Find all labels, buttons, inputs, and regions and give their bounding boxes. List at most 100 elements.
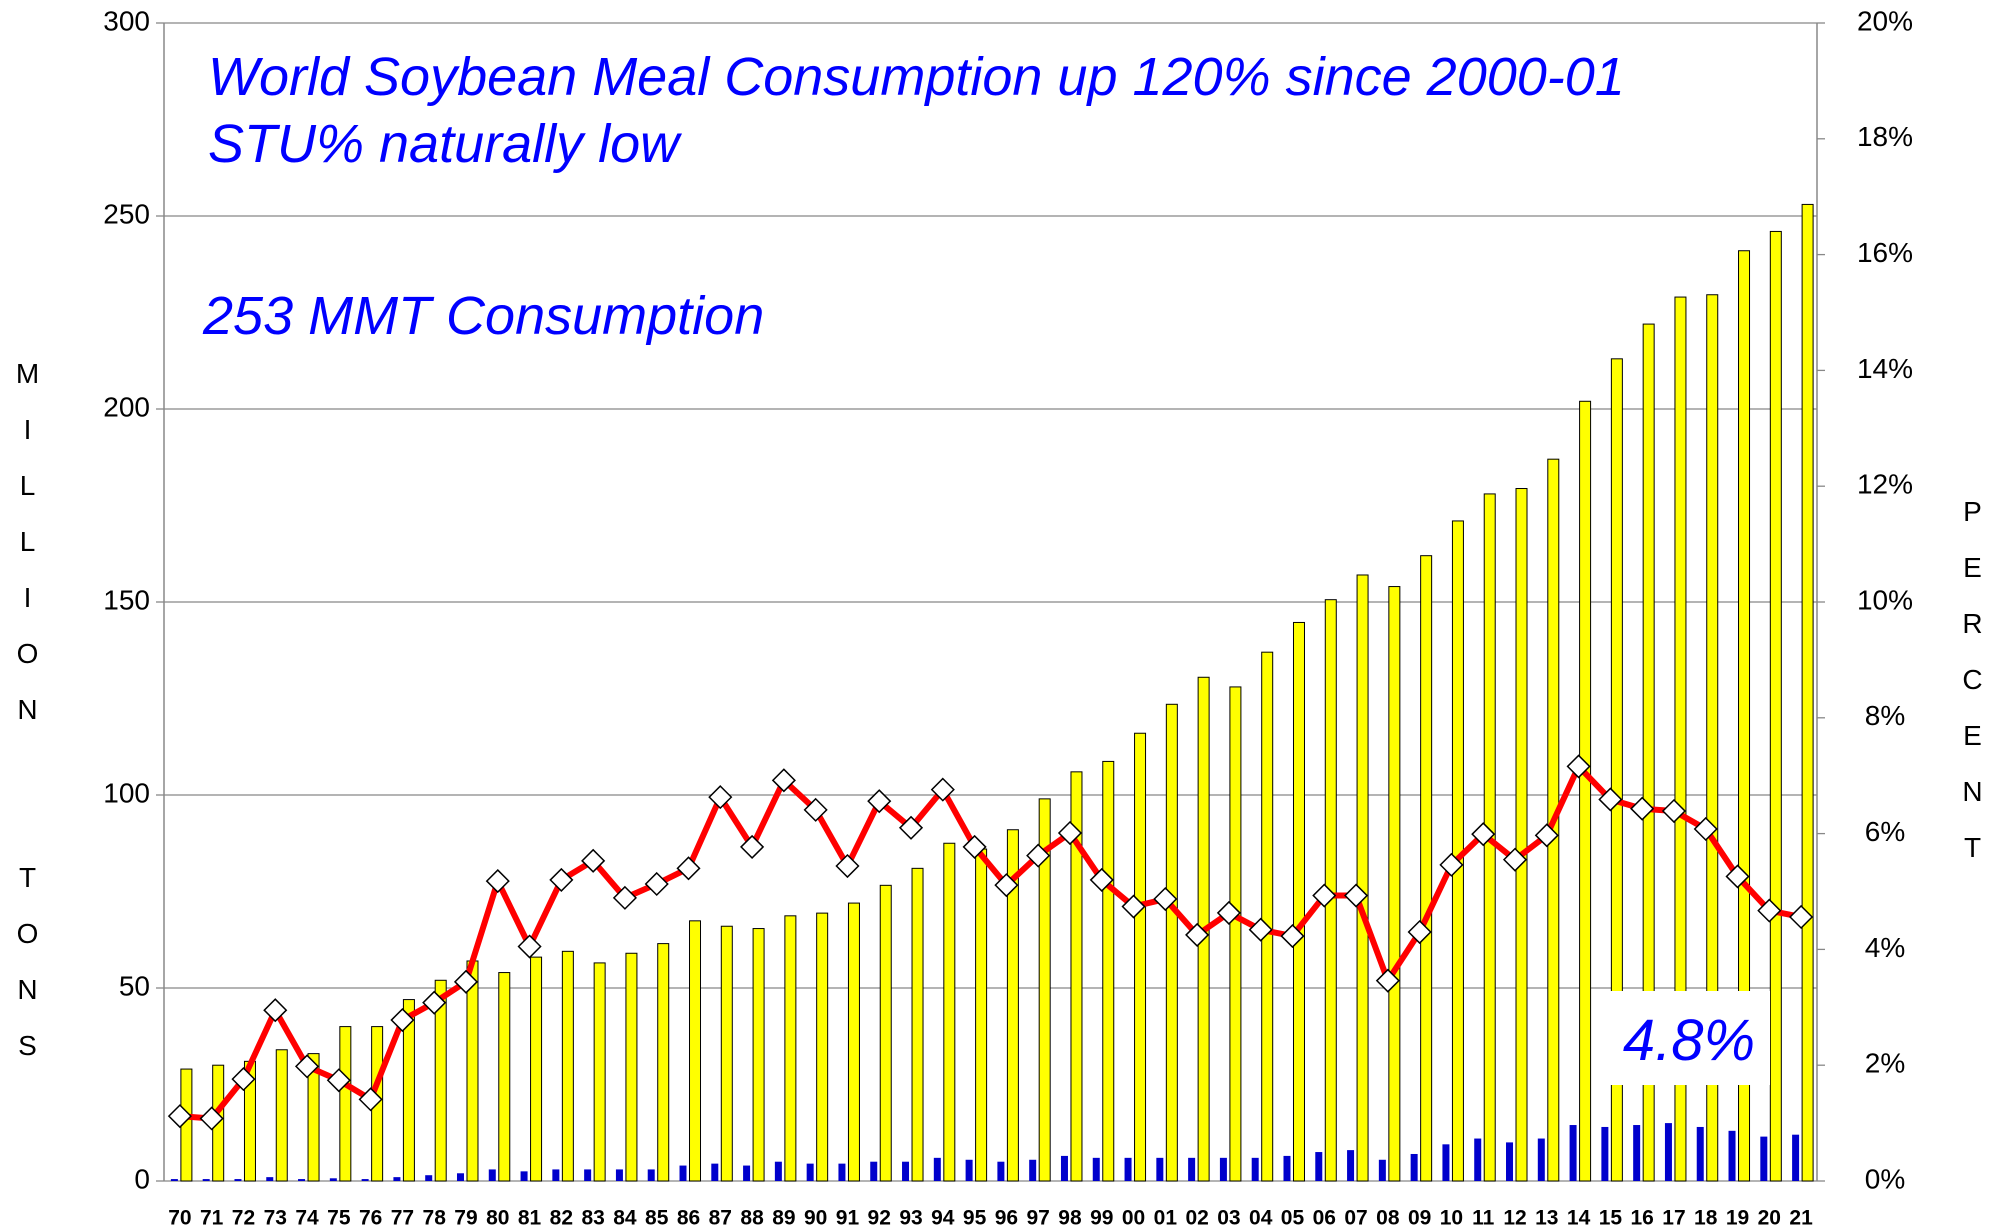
bar	[1537, 1138, 1545, 1181]
bar	[615, 1169, 623, 1181]
x-tick-label: 74	[295, 1207, 319, 1230]
x-tick-label: 89	[772, 1207, 795, 1230]
x-tick-label: 04	[1249, 1207, 1273, 1230]
bar	[339, 1026, 352, 1182]
line-marker	[898, 815, 924, 840]
line-marker	[1153, 886, 1178, 912]
line-marker	[867, 789, 892, 814]
bar	[1442, 1144, 1450, 1181]
annotation-box	[1608, 991, 1770, 1085]
bar	[1388, 586, 1401, 1182]
bar	[752, 928, 765, 1182]
bar	[647, 1169, 655, 1181]
bar	[1006, 829, 1019, 1182]
y2-tick-label: 8%	[1865, 700, 1905, 731]
x-tick-label: 18	[1694, 1207, 1718, 1230]
y2-tick-label: 16%	[1857, 237, 1913, 268]
x-tick-label: 70	[168, 1207, 191, 1230]
x-tick-label: 90	[804, 1207, 827, 1230]
line-marker	[453, 969, 479, 994]
bar	[879, 884, 892, 1182]
line-marker	[199, 1106, 224, 1131]
bar	[816, 912, 829, 1182]
bar	[784, 915, 797, 1182]
bar	[1315, 1152, 1323, 1181]
bar	[1102, 760, 1115, 1182]
line-marker	[581, 848, 606, 873]
line-marker	[1057, 820, 1083, 846]
bar	[307, 1053, 320, 1182]
bar	[1569, 1125, 1577, 1181]
x-tick-label: 97	[1027, 1207, 1050, 1230]
bar	[1792, 1134, 1800, 1181]
bar	[1060, 1155, 1068, 1181]
bar	[1188, 1157, 1196, 1181]
y-tick-label: 150	[103, 584, 150, 615]
bar	[720, 925, 733, 1182]
line-marker	[1407, 919, 1432, 945]
bar	[425, 1175, 433, 1181]
bar	[870, 1161, 878, 1181]
bar	[1642, 323, 1655, 1182]
x-tick-label: 81	[518, 1207, 542, 1230]
line-marker	[1248, 917, 1273, 942]
x-tick-label: 80	[486, 1207, 509, 1230]
x-tick-label: 99	[1090, 1207, 1113, 1230]
x-tick-label: 20	[1758, 1207, 1781, 1230]
bar	[1769, 230, 1782, 1182]
bar	[1092, 1157, 1100, 1181]
x-tick-label: 88	[740, 1207, 764, 1230]
line-marker	[771, 768, 796, 793]
x-tick-label: 85	[645, 1207, 669, 1230]
bar	[1728, 1130, 1736, 1181]
line-marker	[644, 871, 669, 897]
bar	[402, 999, 415, 1182]
bar	[1760, 1136, 1768, 1181]
x-tick-label: 83	[581, 1207, 604, 1230]
bar	[806, 1163, 814, 1181]
annotation: 253 MMT Consumption	[202, 286, 764, 346]
bar	[1283, 1155, 1291, 1181]
line-marker	[1312, 883, 1337, 908]
bar	[393, 1177, 401, 1181]
line	[179, 763, 1802, 1122]
bar	[1356, 574, 1369, 1182]
bar	[1706, 294, 1719, 1182]
x-tick-label: 82	[550, 1207, 573, 1230]
x-tick-label: 76	[359, 1207, 382, 1230]
bar	[902, 1161, 910, 1181]
x-tick-label: 96	[995, 1207, 1018, 1230]
bar	[689, 920, 702, 1182]
y2-tick-label: 6%	[1865, 816, 1905, 847]
x-tick-label: 21	[1789, 1207, 1813, 1230]
y2-tick-label: 4%	[1865, 932, 1905, 963]
line-marker	[1439, 852, 1464, 877]
bar	[329, 1178, 337, 1181]
x-tick-label: 12	[1503, 1207, 1526, 1230]
line-marker	[358, 1087, 383, 1112]
bar	[1251, 1157, 1259, 1181]
x-tick-label: 75	[327, 1207, 351, 1230]
bar	[1801, 203, 1814, 1182]
bar	[1506, 1142, 1514, 1181]
y-axis-label: MILLION TONS	[12, 358, 43, 1086]
bar	[1696, 1126, 1704, 1181]
bar	[1219, 1157, 1227, 1181]
line-marker	[1280, 924, 1305, 949]
y2-tick-label: 20%	[1857, 5, 1913, 36]
line-marker	[1566, 754, 1591, 779]
line-marker	[231, 1067, 256, 1092]
bar	[234, 1179, 242, 1181]
bar	[1420, 555, 1433, 1182]
bar	[625, 952, 638, 1182]
bar	[711, 1163, 719, 1181]
line-marker	[263, 998, 288, 1023]
x-tick-label: 84	[613, 1207, 637, 1230]
line-marker	[422, 990, 447, 1015]
line-marker	[1725, 864, 1750, 889]
y2-tick-label: 0%	[1865, 1163, 1905, 1194]
bar	[657, 943, 670, 1182]
y2-tick-label: 10%	[1857, 584, 1913, 615]
x-tick-label: 19	[1726, 1207, 1749, 1230]
line-marker	[485, 869, 510, 894]
